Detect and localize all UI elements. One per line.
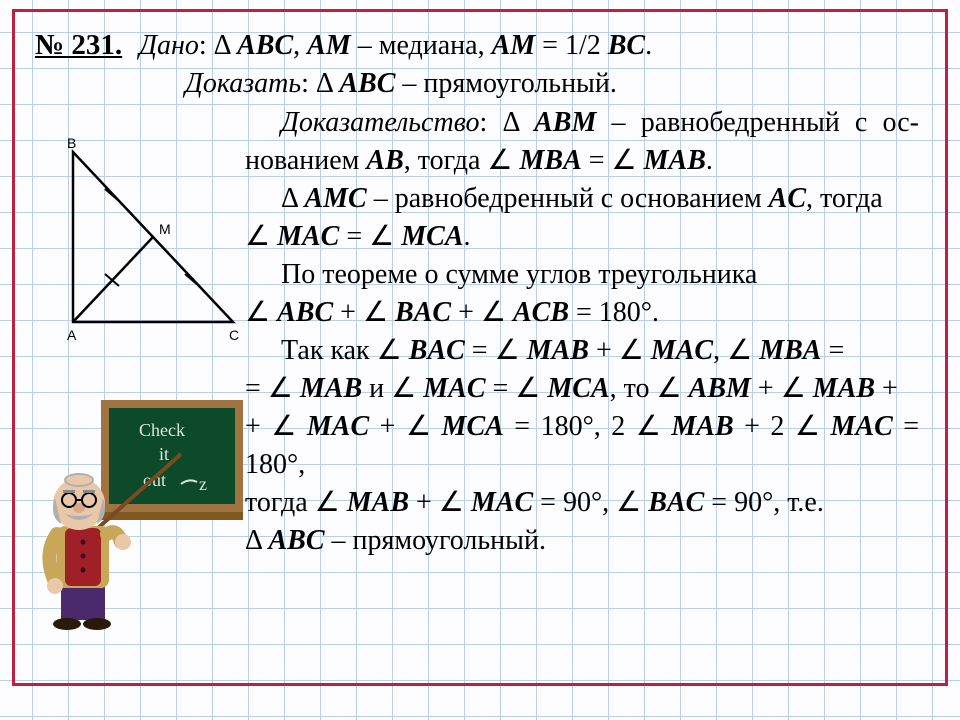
triangle-diagram: A B C M <box>43 132 253 352</box>
problem-frame: № 231. Дано: Δ ABC, AM – медиана, AM = 1… <box>12 9 948 686</box>
vertex-M: M <box>159 221 171 237</box>
line-given: № 231. Дано: Δ ABC, AM – медиана, AM = 1… <box>35 26 925 65</box>
proof-p4c: + ∠ MAC + ∠ MCA = 180°, 2 ∠ MAB + 2 ∠ MA… <box>245 408 919 484</box>
vertex-B: B <box>67 135 76 151</box>
proof-p2: Δ AMC – равнобедренный с основанием AC, … <box>245 180 919 218</box>
vertex-A: A <box>67 327 77 343</box>
prove-label: Доказать <box>185 68 301 99</box>
board-text-1: Check <box>139 420 185 440</box>
proof-p5: Δ ABC – прямоугольный. <box>245 522 919 560</box>
proof-p1: Доказательство: Δ ABM – равнобедренный с… <box>245 104 919 180</box>
proof-p4b: = ∠ MAB и ∠ MAC = ∠ MCA, то ∠ ABM + ∠ MA… <box>245 370 919 408</box>
problem-number: № 231. <box>35 29 122 61</box>
proof-p3b: ∠ ABC + ∠ BAC + ∠ ACB = 180°. <box>245 294 919 332</box>
proof-body: Доказательство: Δ ABM – равнобедренный с… <box>245 104 925 561</box>
given-label: Дано <box>139 30 199 61</box>
board-text-2: it <box>159 444 169 464</box>
teacher-illustration: Check it out z <box>31 394 249 632</box>
proof-p2b: ∠ MAC = ∠ MCA. <box>245 218 919 256</box>
line-prove: Доказать: Δ ABC – прямоугольный. <box>35 65 925 103</box>
proof-p3: По теореме о сумме углов треугольника <box>245 256 919 294</box>
proof-p4d: тогда ∠ MAB + ∠ MAC = 90°, ∠ BAC = 90°, … <box>245 484 919 522</box>
proof-label: Доказательство <box>281 107 479 138</box>
svg-text:z: z <box>199 474 207 494</box>
proof-p4: Так как ∠ BAC = ∠ MAB + ∠ MAC, ∠ MBA = <box>245 332 919 370</box>
vertex-C: C <box>229 327 239 343</box>
